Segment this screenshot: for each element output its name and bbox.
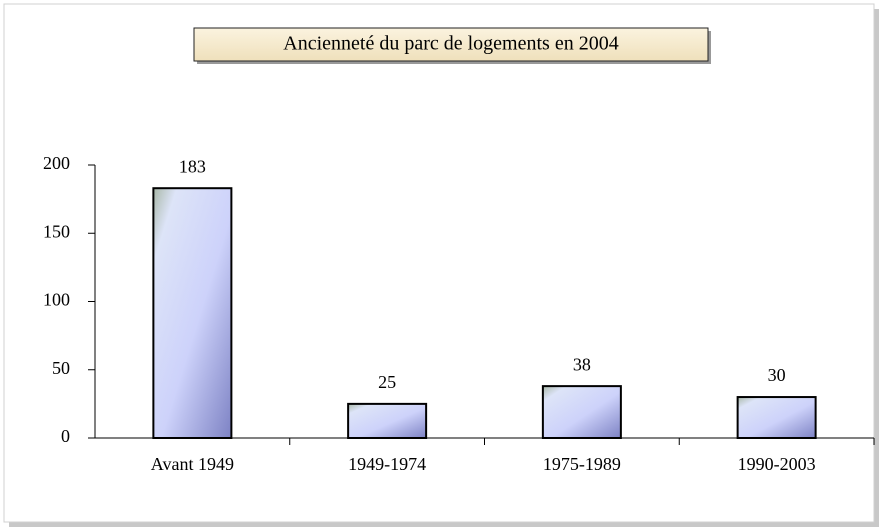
data-label: 38 (573, 354, 591, 374)
y-tick-label: 150 (43, 221, 70, 241)
y-tick-label: 100 (43, 290, 70, 310)
data-label: 25 (378, 372, 396, 392)
title-box (193, 27, 709, 62)
x-tick-label: 1990-2003 (738, 454, 816, 474)
bar (347, 402, 428, 439)
bar (736, 396, 817, 439)
y-tick-label: 200 (43, 153, 70, 173)
y-tick-label: 0 (61, 426, 70, 446)
x-tick-label: 1975-1989 (543, 454, 621, 474)
chart-title: Ancienneté du parc de logements en 2004 (283, 33, 618, 55)
y-tick-label: 50 (52, 358, 70, 378)
frame (3, 3, 875, 523)
bar (152, 187, 233, 439)
x-tick-label: 1949-1974 (348, 454, 426, 474)
data-label: 183 (179, 156, 206, 176)
data-label: 30 (768, 365, 786, 385)
bar (541, 385, 622, 440)
x-tick-label: Avant 1949 (151, 454, 234, 474)
